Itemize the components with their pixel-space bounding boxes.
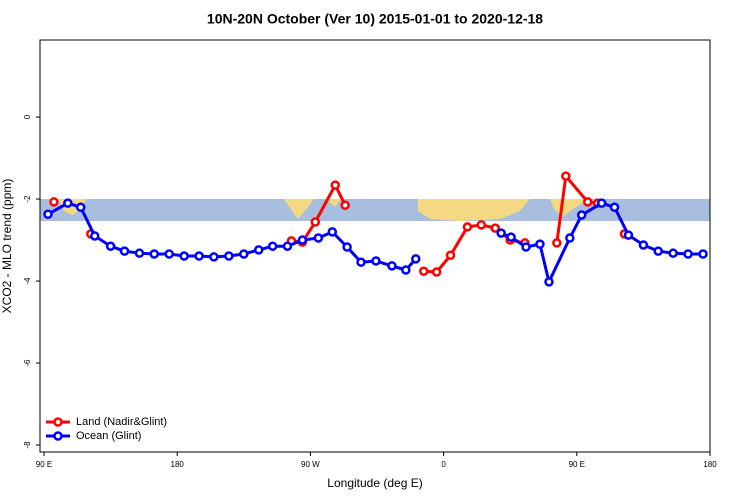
x-tick-label: 90 E bbox=[569, 460, 585, 469]
plot-frame bbox=[39, 39, 711, 453]
point bbox=[462, 222, 473, 232]
point bbox=[63, 198, 73, 208]
point bbox=[164, 249, 174, 259]
point bbox=[623, 230, 634, 240]
map-strip bbox=[40, 199, 710, 221]
point bbox=[535, 239, 545, 249]
point bbox=[490, 223, 501, 233]
point bbox=[431, 267, 442, 277]
point bbox=[194, 251, 204, 261]
point bbox=[653, 246, 663, 256]
point bbox=[340, 200, 350, 210]
point bbox=[476, 220, 487, 230]
point bbox=[297, 235, 308, 245]
y-tick-label: -2 bbox=[23, 195, 32, 203]
point bbox=[149, 249, 160, 259]
point bbox=[583, 197, 593, 207]
point bbox=[401, 265, 411, 275]
point bbox=[239, 249, 249, 259]
point bbox=[342, 242, 352, 252]
x-tick-label: 90 W bbox=[301, 460, 320, 469]
y-axis-label: XCO2 - MLO trend (ppm) bbox=[0, 179, 14, 314]
series-line bbox=[555, 172, 598, 244]
point bbox=[561, 171, 571, 181]
point bbox=[90, 231, 100, 241]
y-tick-label: 0 bbox=[23, 114, 32, 119]
point bbox=[445, 250, 456, 260]
point bbox=[668, 248, 678, 258]
point bbox=[496, 228, 506, 238]
point bbox=[698, 249, 708, 259]
point bbox=[282, 241, 293, 251]
point bbox=[609, 202, 620, 213]
legend-label: Land (Nadir&Glint) bbox=[76, 416, 167, 428]
point bbox=[552, 238, 562, 248]
point bbox=[310, 217, 321, 227]
point bbox=[267, 241, 278, 251]
point bbox=[576, 210, 587, 220]
point bbox=[596, 198, 607, 208]
x-tick-label: 180 bbox=[703, 460, 717, 469]
x-tick-label: 180 bbox=[171, 460, 185, 469]
point bbox=[179, 251, 189, 261]
point bbox=[371, 256, 381, 266]
point bbox=[638, 240, 649, 250]
point bbox=[544, 277, 554, 287]
point bbox=[224, 251, 234, 261]
point bbox=[356, 257, 366, 267]
point bbox=[506, 232, 516, 242]
point bbox=[683, 249, 693, 259]
point bbox=[313, 233, 324, 243]
point bbox=[565, 233, 575, 243]
point bbox=[253, 245, 264, 255]
point bbox=[419, 266, 429, 276]
legend-marker bbox=[53, 417, 63, 427]
point bbox=[209, 252, 219, 262]
chart-title: 10N-20N October (Ver 10) 2015-01-01 to 2… bbox=[207, 11, 543, 27]
point bbox=[387, 261, 397, 271]
y-tick-label: -6 bbox=[23, 359, 32, 367]
point bbox=[327, 227, 338, 237]
point bbox=[75, 202, 86, 213]
legend-marker bbox=[53, 431, 63, 441]
x-tick-label: 90 E bbox=[36, 460, 52, 469]
x-axis-label: Longitude (deg E) bbox=[327, 476, 422, 490]
point bbox=[411, 254, 421, 264]
point bbox=[134, 248, 145, 258]
point bbox=[43, 209, 53, 219]
point bbox=[330, 180, 341, 190]
legend-label: Ocean (Glint) bbox=[76, 430, 141, 442]
series-line bbox=[423, 223, 526, 274]
point bbox=[521, 242, 531, 252]
y-tick-label: -8 bbox=[23, 441, 32, 449]
y-tick-label: -4 bbox=[23, 277, 32, 285]
point bbox=[49, 197, 59, 207]
x-tick-label: 0 bbox=[441, 460, 446, 469]
point bbox=[119, 246, 130, 256]
point bbox=[105, 241, 116, 251]
